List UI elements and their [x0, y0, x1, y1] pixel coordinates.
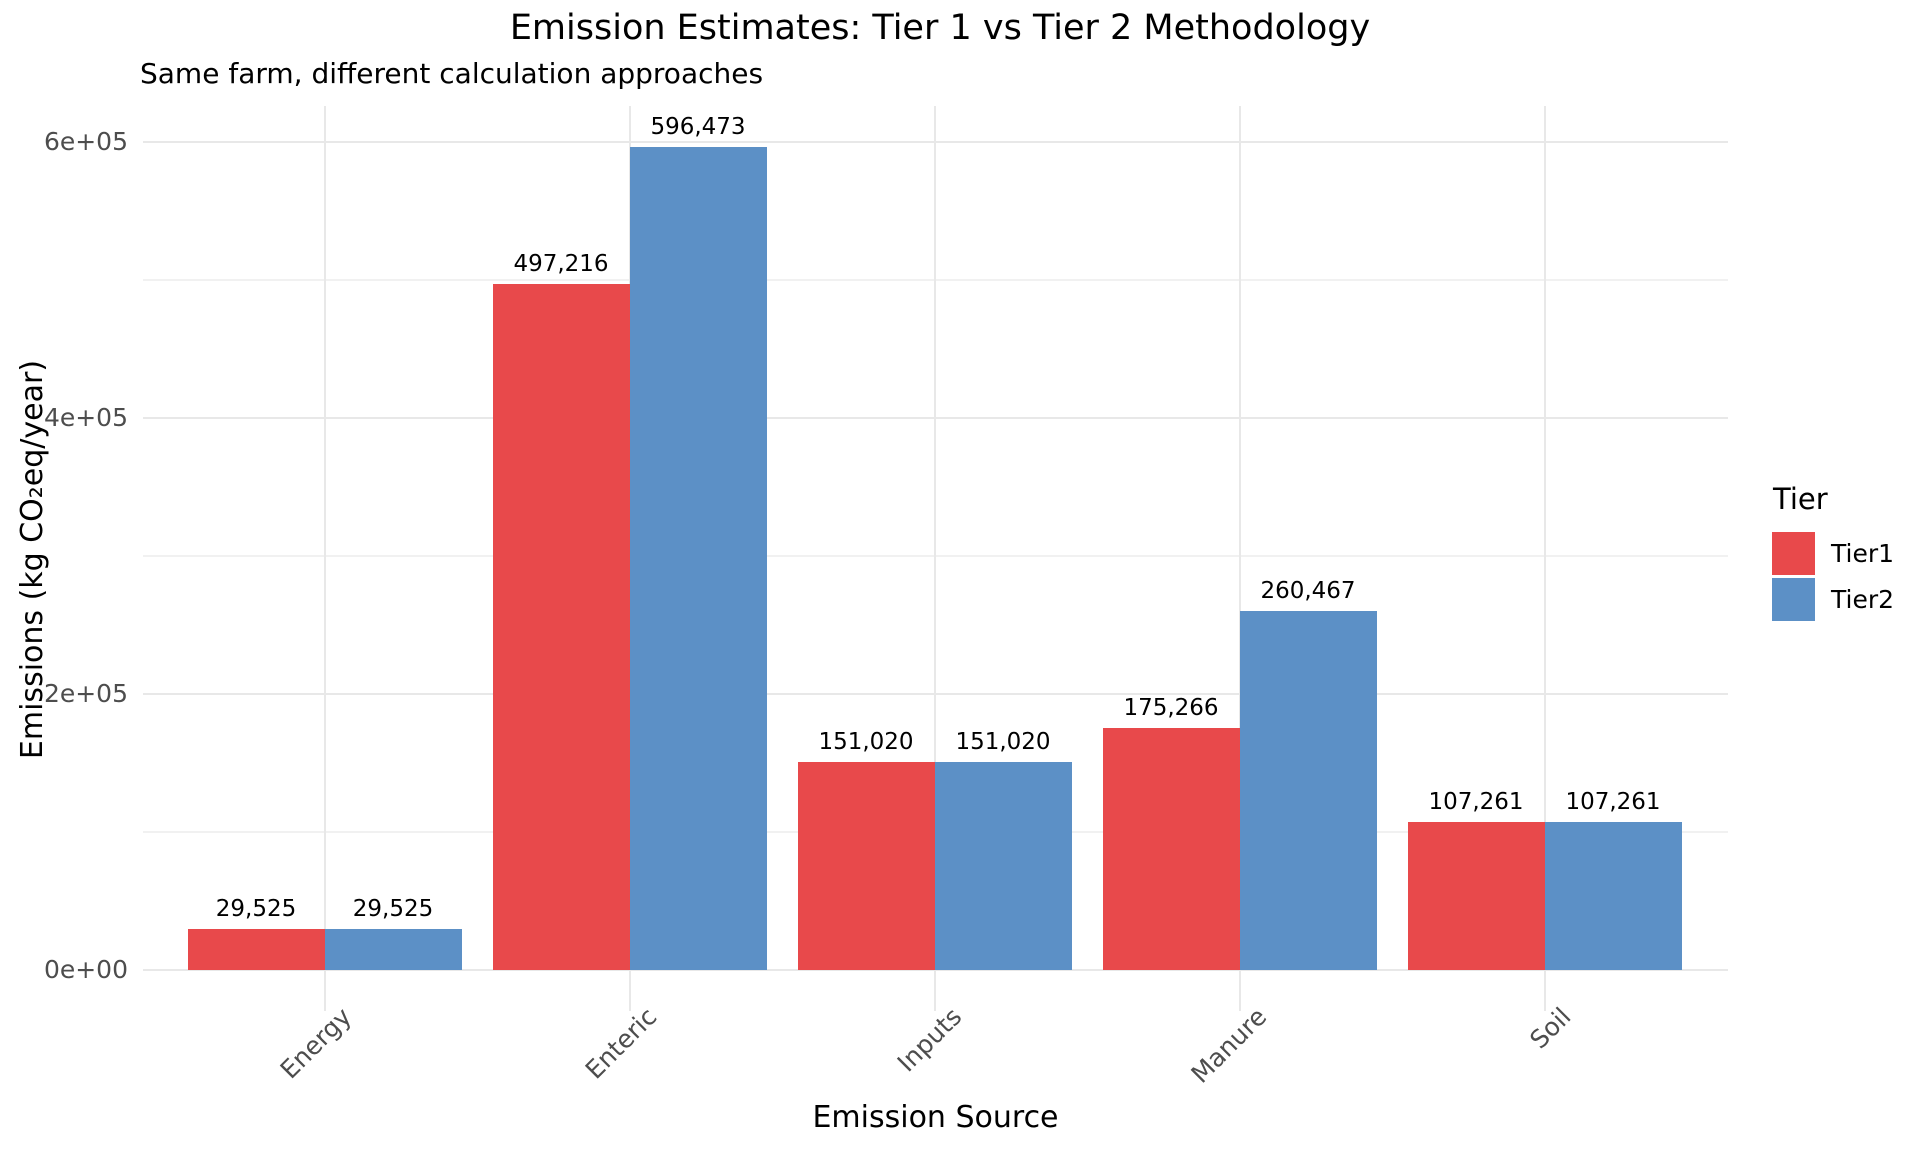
gridline-major-horizontal — [143, 693, 1728, 695]
bar-tier2-enteric — [629, 146, 767, 970]
plot-panel: 29,525 29,525 497,216 596,473 151,020 151,020… — [143, 106, 1728, 1011]
legend-items: Tier1 Tier2 — [1772, 532, 1894, 621]
legend-title: Tier — [1773, 482, 1828, 516]
bar-tier2-soil — [1544, 821, 1682, 970]
legend-label: Tier1 — [1831, 539, 1895, 568]
gridline-major-vertical — [1543, 106, 1546, 1011]
bar-tier1-enteric — [492, 283, 630, 970]
bar-value-label: 596,473 — [650, 113, 746, 140]
gridline-major-vertical — [933, 106, 936, 1011]
bar-value-label: 175,266 — [1123, 695, 1219, 722]
gridline-major-vertical — [323, 106, 326, 1011]
chart-subtitle: Same farm, different calculation approac… — [140, 57, 764, 90]
y-tick-label: 0e+00 — [43, 955, 128, 984]
legend-swatch-tier2 — [1772, 578, 1815, 621]
bar-value-label: 107,261 — [1565, 788, 1661, 815]
gridline-major-horizontal — [143, 969, 1728, 971]
legend-swatch-tier1 — [1772, 532, 1815, 575]
legend: Tier Tier1 Tier2 — [1772, 482, 1894, 624]
x-tick-label-manure: Manure — [1185, 1002, 1273, 1089]
bar-tier1-manure — [1102, 728, 1240, 970]
bar-tier1-energy — [187, 929, 325, 970]
legend-label: Tier2 — [1831, 585, 1895, 614]
bar-tier2-inputs — [934, 761, 1072, 970]
y-tick-label: 4e+05 — [43, 403, 128, 432]
bar-value-label: 260,467 — [1260, 577, 1356, 604]
gridline-major-vertical — [1238, 106, 1241, 1011]
bar-tier2-energy — [324, 929, 462, 970]
bar-value-label: 151,020 — [818, 728, 914, 755]
legend-item-tier2: Tier2 — [1772, 578, 1894, 621]
bar-tier2-manure — [1239, 610, 1377, 970]
x-tick-label-inputs: Inputs — [891, 1002, 968, 1078]
legend-item-tier1: Tier1 — [1772, 532, 1894, 575]
y-tick-label: 6e+05 — [43, 127, 128, 156]
y-axis-title: Emissions (kg CO₂eq/year) — [15, 359, 50, 760]
bar-value-label: 497,216 — [513, 250, 609, 277]
bar-value-label: 29,525 — [352, 896, 434, 923]
x-axis-title: Emission Source — [812, 1100, 1059, 1135]
x-tick-label-energy: Energy — [274, 1002, 358, 1085]
bar-value-label: 107,261 — [1428, 788, 1524, 815]
bar-tier1-soil — [1407, 821, 1545, 970]
chart-title: Emission Estimates: Tier 1 vs Tier 2 Met… — [509, 8, 1371, 48]
gridline-major-horizontal — [143, 417, 1728, 419]
y-tick-label: 2e+05 — [43, 679, 128, 708]
bar-tier1-inputs — [797, 761, 935, 970]
x-tick-label-enteric: Enteric — [579, 1002, 663, 1085]
bar-value-label: 151,020 — [955, 728, 1051, 755]
gridline-minor-horizontal — [143, 279, 1728, 281]
gridline-major-horizontal — [143, 141, 1728, 143]
bar-value-label: 29,525 — [215, 896, 297, 923]
gridline-minor-horizontal — [143, 555, 1728, 557]
